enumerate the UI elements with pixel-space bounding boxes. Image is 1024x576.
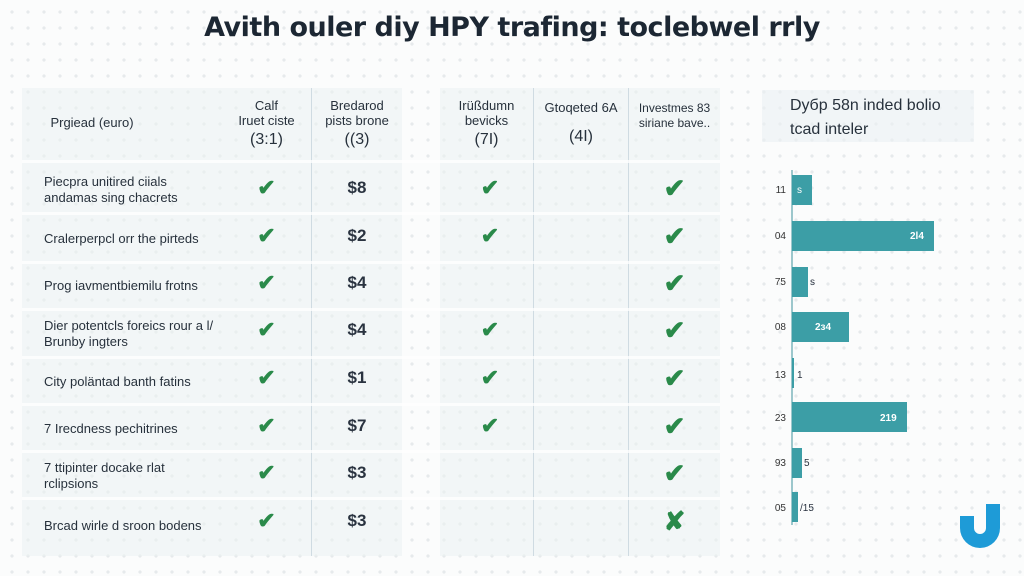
- bar-value-label: 5: [804, 458, 810, 469]
- header-label: Calf Iruet ciste: [238, 98, 295, 128]
- column-header-4: Gtoqeted 6A (4I): [534, 96, 628, 152]
- check-icon: ✔: [257, 223, 276, 248]
- page-title: Avith ouler diy HPY trafing: toclebwel r…: [204, 12, 820, 43]
- bar: [792, 358, 794, 388]
- price-value: $3: [347, 463, 367, 482]
- bar: [792, 448, 802, 478]
- table-panel-left: [22, 88, 222, 556]
- row-label: Cralerperpcl orr the pirteds: [44, 231, 199, 246]
- chart-title: Dyбp 58n inded bolio tcad inteler: [762, 90, 974, 142]
- row-label: Piecpra unitired ciials andamas sing cha…: [44, 174, 178, 205]
- column-header-2: Bredarod pists brone ((3): [312, 96, 402, 152]
- y-tick-label: 05: [774, 503, 786, 514]
- check-icon: ✔: [663, 314, 686, 345]
- price-value: $4: [347, 273, 367, 292]
- column-header-product: Prgiead (euro): [22, 100, 162, 144]
- y-tick-label: 04: [774, 231, 786, 242]
- col-divider: [533, 88, 534, 556]
- bar-value-label: s: [810, 277, 815, 288]
- price-value: $2: [347, 226, 367, 245]
- check-icon: ✔: [257, 508, 276, 533]
- check-icon: [440, 505, 540, 537]
- column-header-5: Investmes 83 siriane bave..: [629, 96, 720, 136]
- check-icon: ✔: [257, 270, 276, 295]
- chart-axis: [791, 170, 793, 525]
- header-label: Gtoqeted 6A: [544, 100, 618, 115]
- header-label: Irüßdumn bevicks: [458, 98, 515, 128]
- column-header-1: Calf Iruet ciste (3:1): [222, 96, 311, 152]
- row-divider: [22, 497, 720, 500]
- check-icon: ✔: [257, 460, 276, 485]
- price-value: $8: [347, 178, 367, 197]
- check-icon: [440, 267, 540, 299]
- check-icon: ✔: [257, 365, 276, 390]
- check-icon: ✔: [663, 362, 686, 393]
- table-panel-mid: [222, 88, 402, 556]
- row-label: Prog iavmentbiemilu frotns: [44, 278, 198, 293]
- header-label: Prgiead (euro): [50, 114, 134, 130]
- check-icon: ✔: [663, 410, 686, 441]
- bar: [792, 267, 808, 297]
- bar: [792, 312, 849, 342]
- check-icon: ✔: [257, 175, 276, 200]
- price-value: $7: [347, 416, 367, 435]
- y-tick-label: 11: [775, 185, 786, 196]
- header-label: Bredarod pists brone: [325, 98, 389, 128]
- bar-value-label: s: [797, 185, 802, 196]
- price-value: $4: [347, 320, 367, 339]
- bar: [792, 492, 798, 522]
- y-tick-label: 23: [774, 413, 786, 424]
- bar: [792, 175, 812, 205]
- row-divider: [22, 356, 720, 359]
- column-header-3: Irüßdumn bevicks (7I): [440, 96, 533, 152]
- row-label: 7 Irecdness pechitrines: [44, 421, 178, 436]
- y-tick-label: 75: [774, 277, 786, 288]
- table-panel-right: [440, 88, 720, 556]
- row-label: Brcad wirle d sroon bodens: [44, 518, 202, 533]
- row-label: 7 ttipinter docake rlat rclipsions: [44, 460, 165, 491]
- check-icon: ✔: [257, 317, 276, 342]
- bar: [792, 402, 907, 432]
- bar-value-label: 2l4: [910, 231, 924, 242]
- check-icon: ✔: [257, 413, 276, 438]
- check-icon: ✔: [663, 172, 686, 203]
- bar-value-label: 2з4: [815, 322, 832, 333]
- row-label: City poläntad banth fatins: [44, 374, 191, 389]
- header-count: (7I): [474, 131, 499, 148]
- check-icon: ✔: [480, 413, 500, 438]
- check-icon: ✔: [663, 457, 686, 488]
- price-value: $1: [347, 368, 367, 387]
- bar-value-label: /15: [800, 503, 814, 514]
- row-divider: [22, 450, 720, 453]
- header-label: Investmes 83 siriane bave..: [638, 101, 711, 130]
- row-divider: [22, 308, 720, 311]
- bar: [792, 221, 934, 251]
- col-divider: [628, 88, 629, 556]
- y-tick-label: 08: [774, 322, 786, 333]
- col-divider: [311, 88, 312, 556]
- brand-logo-icon: [960, 504, 1000, 548]
- row-divider: [22, 261, 720, 264]
- row-divider: [22, 212, 720, 215]
- check-icon: ✔: [480, 317, 500, 342]
- cross-icon: ✘: [663, 505, 686, 536]
- check-icon: ✔: [480, 223, 500, 248]
- row-label: Dier potentcls foreics rour a l/ Brunby …: [44, 318, 214, 349]
- bar-value-label: 1: [797, 370, 803, 381]
- bar-value-label: 219: [880, 413, 897, 424]
- price-value: $3: [347, 511, 367, 530]
- check-icon: [440, 457, 540, 489]
- check-icon: ✔: [480, 365, 500, 390]
- header-count: ((3): [344, 131, 370, 148]
- row-divider: [22, 160, 720, 163]
- header-count: (4I): [569, 128, 593, 145]
- y-tick-label: 13: [774, 370, 786, 381]
- row-divider: [22, 403, 720, 406]
- check-icon: ✔: [663, 220, 686, 251]
- check-icon: ✔: [663, 267, 686, 298]
- header-count: (3:1): [250, 131, 283, 148]
- check-icon: ✔: [480, 175, 500, 200]
- y-tick-label: 93: [774, 458, 786, 469]
